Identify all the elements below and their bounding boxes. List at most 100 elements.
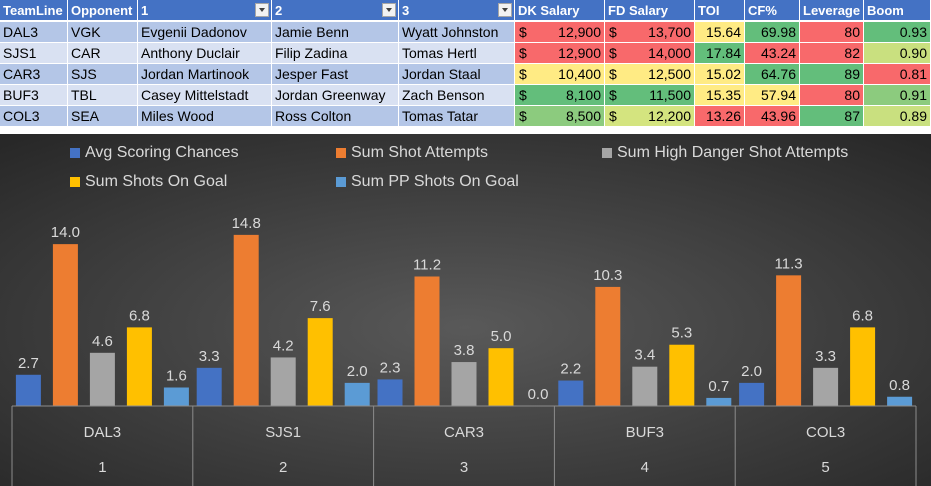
bar[interactable]	[669, 344, 695, 406]
cell-fd[interactable]: $11,500	[605, 85, 695, 106]
cell-opp[interactable]: TBL	[68, 85, 138, 106]
cell-p2[interactable]: Jordan Greenway	[272, 85, 399, 106]
bar[interactable]	[126, 327, 152, 406]
cell-value: 15.02	[705, 66, 741, 82]
filter-dropdown-icon[interactable]	[255, 3, 269, 17]
header-opponent[interactable]: Opponent	[68, 0, 138, 21]
cell-p1[interactable]: Miles Wood	[138, 106, 272, 127]
bar[interactable]	[377, 379, 403, 406]
cell-p3[interactable]: Tomas Hertl	[399, 43, 515, 64]
cell-team[interactable]: CAR3	[0, 64, 68, 85]
bar[interactable]	[163, 387, 189, 407]
bar[interactable]	[488, 348, 514, 406]
cell-toi[interactable]: 15.02	[695, 64, 745, 85]
cell-opp[interactable]: VGK	[68, 22, 138, 43]
cell-dk[interactable]: $12,900	[515, 43, 605, 64]
cell-opp[interactable]: CAR	[68, 43, 138, 64]
cell-lev[interactable]: 82	[800, 43, 864, 64]
cell-p3[interactable]: Wyatt Johnston	[399, 22, 515, 43]
cell-p3[interactable]: Tomas Tatar	[399, 106, 515, 127]
bar[interactable]	[270, 357, 296, 406]
cell-boom[interactable]: 0.89	[864, 106, 931, 127]
header-player-2[interactable]: 2	[272, 0, 399, 21]
cell-lev[interactable]: 80	[800, 85, 864, 106]
cell-p3[interactable]: Jordan Staal	[399, 64, 515, 85]
cell-team[interactable]: COL3	[0, 106, 68, 127]
bar[interactable]	[89, 352, 115, 406]
header-teamline[interactable]: TeamLine	[0, 0, 68, 21]
cell-p1[interactable]: Jordan Martinook	[138, 64, 272, 85]
cell-p2[interactable]: Filip Zadina	[272, 43, 399, 64]
cell-value: SJS1	[3, 45, 37, 61]
cell-team[interactable]: BUF3	[0, 85, 68, 106]
cell-opp[interactable]: SJS	[68, 64, 138, 85]
chart-background	[0, 134, 931, 486]
cell-opp[interactable]: SEA	[68, 106, 138, 127]
bar[interactable]	[850, 327, 876, 406]
cell-toi[interactable]: 17.84	[695, 43, 745, 64]
cell-p1[interactable]: Anthony Duclair	[138, 43, 272, 64]
cell-cf[interactable]: 64.76	[745, 64, 800, 85]
cell-toi[interactable]: 15.64	[695, 22, 745, 43]
bar[interactable]	[595, 286, 621, 406]
bar[interactable]	[887, 396, 913, 406]
header-player-1[interactable]: 1	[138, 0, 272, 21]
header-cf-pct[interactable]: CF%	[745, 0, 800, 21]
cell-p1[interactable]: Casey Mittelstadt	[138, 85, 272, 106]
cell-value: CAR3	[3, 66, 41, 82]
cell-fd[interactable]: $12,200	[605, 106, 695, 127]
bar[interactable]	[344, 382, 370, 406]
cell-team[interactable]: DAL3	[0, 22, 68, 43]
cell-value: Evgenii Dadonov	[141, 24, 247, 40]
filter-dropdown-icon[interactable]	[382, 3, 396, 17]
bar[interactable]	[15, 374, 41, 406]
bar[interactable]	[776, 275, 802, 406]
header-dk-salary[interactable]: DK Salary	[515, 0, 605, 21]
bar[interactable]	[739, 382, 765, 406]
cell-dk[interactable]: $8,500	[515, 106, 605, 127]
cell-boom[interactable]: 0.81	[864, 64, 931, 85]
bar[interactable]	[558, 380, 584, 406]
cell-dk[interactable]: $10,400	[515, 64, 605, 85]
cell-fd[interactable]: $12,500	[605, 64, 695, 85]
cell-cf[interactable]: 69.98	[745, 22, 800, 43]
cell-toi[interactable]: 15.35	[695, 85, 745, 106]
header-player-3[interactable]: 3	[399, 0, 515, 21]
bar[interactable]	[414, 276, 440, 407]
cell-lev[interactable]: 87	[800, 106, 864, 127]
cell-cf[interactable]: 43.96	[745, 106, 800, 127]
cell-team[interactable]: SJS1	[0, 43, 68, 64]
category-index-label: 4	[641, 459, 649, 476]
cell-p2[interactable]: Jesper Fast	[272, 64, 399, 85]
cell-boom[interactable]: 0.93	[864, 22, 931, 43]
bar[interactable]	[706, 397, 732, 406]
bar[interactable]	[52, 244, 78, 406]
cell-dk[interactable]: $12,900	[515, 22, 605, 43]
cell-lev[interactable]: 80	[800, 22, 864, 43]
filter-dropdown-icon[interactable]	[498, 3, 512, 17]
cell-p2[interactable]: Ross Colton	[272, 106, 399, 127]
cell-lev[interactable]: 89	[800, 64, 864, 85]
bar[interactable]	[632, 366, 658, 406]
cell-p2[interactable]: Jamie Benn	[272, 22, 399, 43]
cell-fd[interactable]: $14,000	[605, 43, 695, 64]
cell-boom[interactable]: 0.91	[864, 85, 931, 106]
bar[interactable]	[233, 234, 259, 406]
cell-p1[interactable]: Evgenii Dadonov	[138, 22, 272, 43]
bar[interactable]	[813, 367, 839, 406]
cell-boom[interactable]: 0.90	[864, 43, 931, 64]
header-leverage[interactable]: Leverage	[800, 0, 864, 21]
cell-p3[interactable]: Zach Benson	[399, 85, 515, 106]
cell-dk[interactable]: $8,100	[515, 85, 605, 106]
header-boom[interactable]: Boom	[864, 0, 931, 21]
bar[interactable]	[307, 318, 333, 406]
bar[interactable]	[451, 362, 477, 406]
header-fd-salary[interactable]: FD Salary	[605, 0, 695, 21]
bar[interactable]	[196, 367, 222, 406]
header-toi[interactable]: TOI	[695, 0, 745, 21]
legend-label: Sum High Danger Shot Attempts	[617, 144, 849, 161]
cell-cf[interactable]: 43.24	[745, 43, 800, 64]
cell-fd[interactable]: $13,700	[605, 22, 695, 43]
cell-cf[interactable]: 57.94	[745, 85, 800, 106]
cell-toi[interactable]: 13.26	[695, 106, 745, 127]
